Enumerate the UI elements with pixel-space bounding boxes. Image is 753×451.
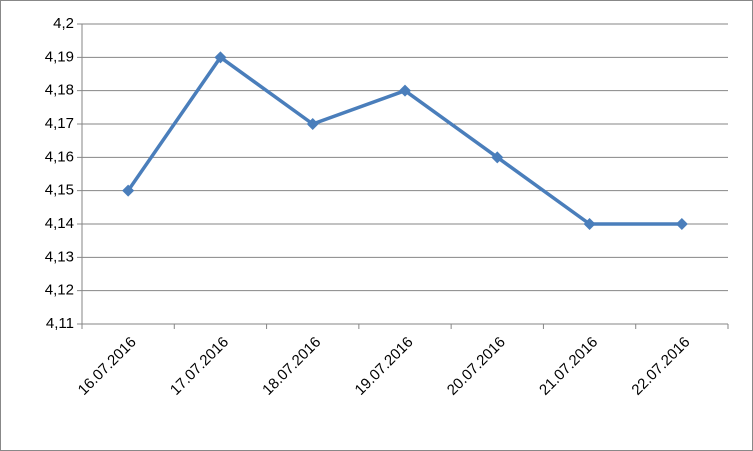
y-tick-label: 4,17 bbox=[45, 115, 74, 132]
marker bbox=[214, 51, 227, 64]
marker bbox=[399, 84, 411, 97]
y-tick-label: 4,11 bbox=[46, 315, 74, 332]
marker bbox=[583, 218, 596, 230]
y-tick-label: 4,16 bbox=[45, 148, 74, 165]
marker bbox=[122, 184, 135, 197]
marker bbox=[675, 218, 688, 230]
y-tick-label: 4,18 bbox=[45, 82, 74, 99]
y-tick-label: 4,13 bbox=[45, 248, 74, 265]
y-tick-label: 4,15 bbox=[45, 182, 74, 199]
marker bbox=[491, 151, 504, 164]
y-tick-label: 4,12 bbox=[45, 282, 74, 299]
marker bbox=[306, 118, 319, 130]
y-tick-label: 4,19 bbox=[45, 48, 74, 65]
y-tick-label: 4,14 bbox=[45, 215, 74, 232]
y-tick-label: 4,2 bbox=[53, 15, 74, 32]
